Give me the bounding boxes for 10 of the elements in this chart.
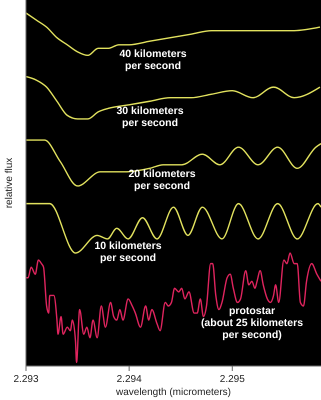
y-axis-title: relative flux [4,158,15,208]
series-label: 10 kilometers per second [94,240,162,264]
series-label: 30 kilometers per second [116,105,184,129]
series-label: protostar (about 25 kilometers per second) [200,305,304,341]
series-label: 20 kilometers per second [128,168,196,192]
x-tick-label: 2.295 [220,374,246,385]
x-axis-title: wavelength (micrometers) [114,387,232,398]
x-tick-label: 2.293 [13,374,39,385]
x-tick-label: 2.294 [116,374,142,385]
series-label: 40 kilometers per second [119,48,187,72]
